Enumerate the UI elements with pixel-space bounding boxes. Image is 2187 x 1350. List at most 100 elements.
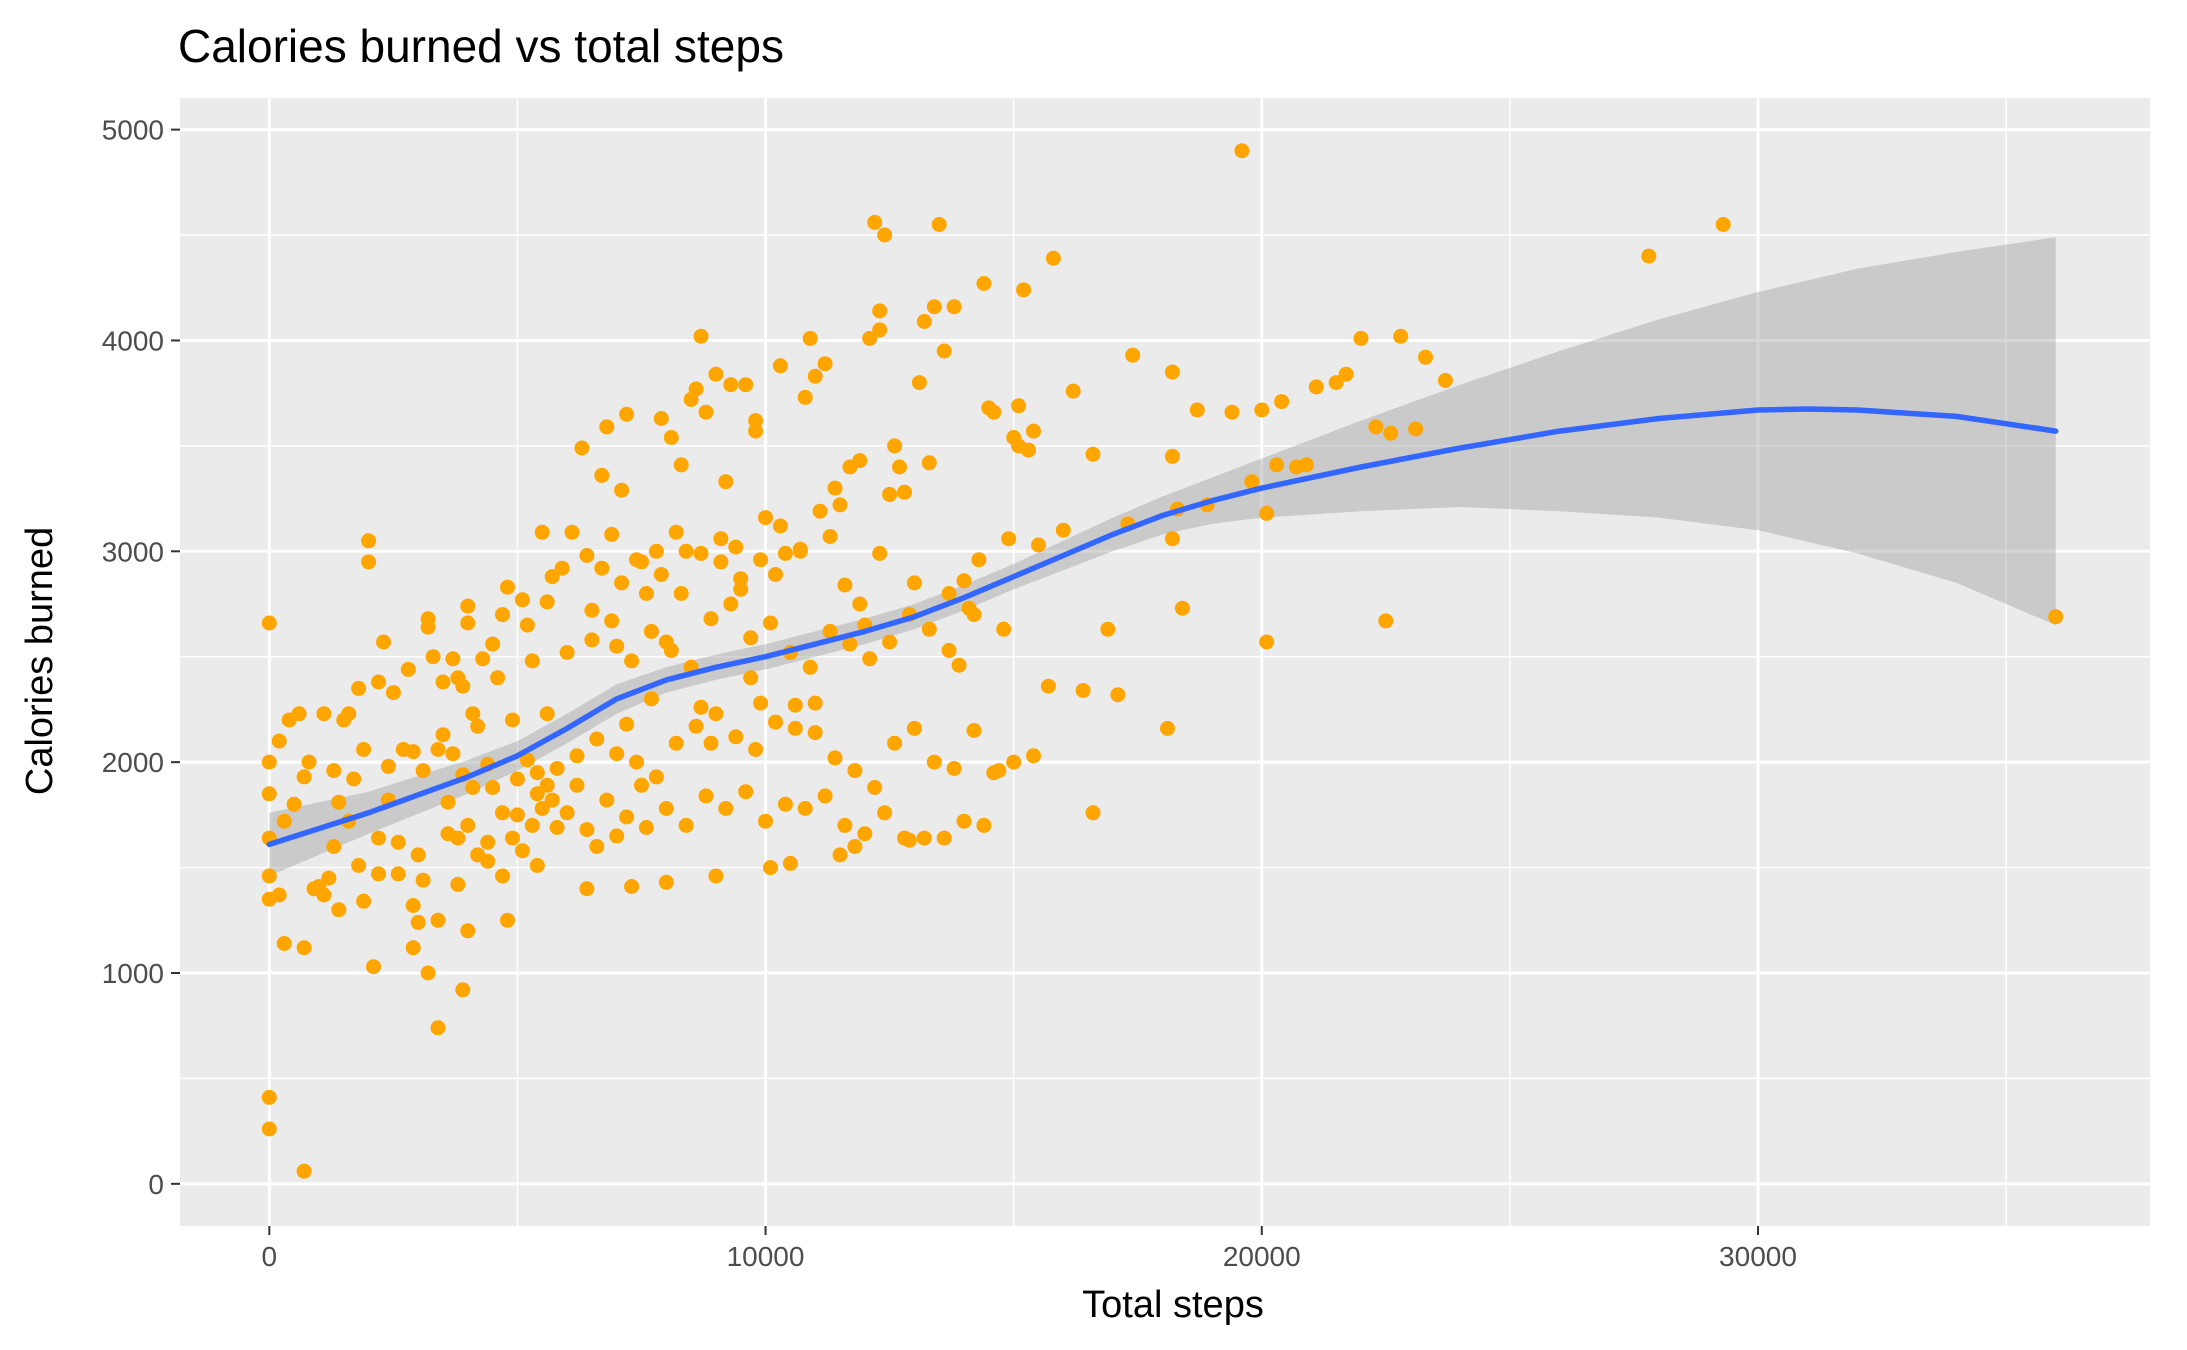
data-point — [763, 615, 778, 631]
data-point — [445, 746, 461, 762]
data-point — [926, 754, 942, 770]
data-point — [887, 438, 903, 454]
data-point — [524, 817, 540, 833]
data-point — [643, 691, 659, 707]
data-point — [624, 653, 640, 669]
data-point — [539, 777, 555, 793]
data-point — [698, 404, 714, 420]
data-point — [296, 769, 312, 785]
data-point — [673, 457, 689, 473]
data-point — [544, 569, 560, 585]
data-point — [529, 786, 545, 802]
data-point — [718, 801, 734, 816]
data-point — [261, 754, 277, 770]
data-point — [1006, 754, 1022, 770]
data-point — [509, 771, 525, 787]
data-point — [470, 718, 486, 734]
data-point — [807, 695, 823, 711]
data-point — [941, 642, 957, 658]
axes: 0 10000 20000 30000 0 1000 2000 3000 4000 5000 — [102, 115, 1797, 1272]
data-point — [634, 554, 649, 570]
data-point — [519, 617, 535, 633]
data-point — [718, 474, 734, 490]
data-point — [261, 786, 277, 802]
data-point — [410, 914, 426, 930]
data-point — [817, 788, 833, 804]
data-point — [648, 543, 664, 559]
data-point — [594, 560, 610, 576]
confidence-band — [269, 237, 2056, 876]
data-point — [1055, 522, 1071, 538]
data-point — [276, 813, 292, 829]
y-tick-label: 4000 — [102, 325, 164, 356]
data-point — [316, 706, 332, 722]
data-point — [857, 826, 873, 842]
data-point — [658, 801, 674, 816]
data-point — [331, 902, 347, 918]
y-tick-label: 2000 — [102, 747, 164, 778]
data-point — [941, 586, 957, 601]
data-point — [495, 868, 510, 884]
data-point — [837, 577, 853, 593]
data-point — [544, 792, 560, 808]
data-point — [1437, 373, 1453, 388]
data-point — [653, 411, 669, 426]
data-point — [326, 839, 342, 854]
data-point — [271, 733, 287, 749]
data-point — [643, 623, 659, 639]
data-point — [842, 636, 858, 652]
data-point — [1715, 217, 1731, 232]
data-point — [609, 746, 625, 762]
data-point — [728, 539, 744, 555]
data-point — [539, 706, 555, 722]
data-point — [514, 592, 530, 608]
data-point — [986, 765, 1002, 781]
data-point — [638, 586, 654, 601]
data-point — [505, 830, 520, 846]
data-point — [971, 552, 987, 568]
data-point — [579, 881, 595, 897]
data-point — [371, 866, 386, 882]
data-point — [768, 567, 783, 582]
data-point — [1393, 328, 1409, 344]
y-tick-label: 0 — [148, 1169, 164, 1200]
data-point — [594, 467, 610, 483]
data-point — [534, 524, 550, 540]
data-point — [430, 912, 446, 928]
data-point — [1378, 613, 1394, 629]
data-point — [1164, 531, 1180, 547]
data-point — [405, 744, 421, 760]
data-point — [1254, 402, 1270, 418]
data-point — [450, 830, 466, 846]
data-point — [1298, 457, 1314, 473]
data-point — [847, 763, 863, 779]
data-point — [678, 543, 694, 559]
data-point — [634, 777, 649, 793]
data-point — [688, 718, 704, 734]
data-point — [604, 613, 620, 629]
data-point — [2048, 609, 2064, 625]
x-tick-label: 0 — [262, 1241, 278, 1272]
plot-panel — [180, 98, 2150, 1226]
data-point — [435, 674, 451, 690]
data-point — [807, 368, 823, 384]
data-point — [559, 805, 575, 821]
confidence-band-layer — [269, 237, 2056, 876]
data-point — [589, 731, 605, 747]
data-point — [460, 923, 476, 939]
y-axis-title: Calories burned — [19, 527, 61, 795]
data-point — [1110, 687, 1126, 703]
data-point — [440, 794, 456, 810]
data-point — [1031, 537, 1046, 553]
data-point — [703, 735, 719, 751]
data-point — [1016, 282, 1032, 298]
data-point — [1418, 349, 1433, 365]
data-point — [1259, 505, 1275, 521]
data-point — [505, 712, 520, 728]
data-point — [688, 381, 704, 397]
data-point — [534, 801, 550, 816]
data-point — [1085, 805, 1101, 821]
data-point — [599, 419, 615, 435]
data-point — [1189, 402, 1205, 418]
data-point — [936, 343, 952, 359]
